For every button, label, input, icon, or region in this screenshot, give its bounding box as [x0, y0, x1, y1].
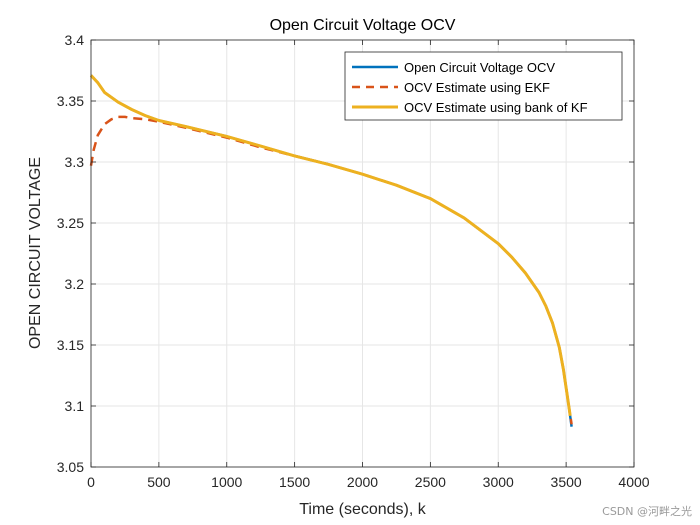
legend-label-2: OCV Estimate using EKF [404, 80, 550, 95]
series-group [89, 74, 573, 427]
x-tick-label: 1500 [279, 474, 310, 490]
x-tick-label: 4000 [618, 474, 649, 490]
y-tick-label: 3.35 [57, 93, 84, 109]
legend: Open Circuit Voltage OCV OCV Estimate usi… [344, 51, 623, 121]
y-tick-label: 3.05 [57, 459, 84, 475]
x-axis-label: Time (seconds), k [299, 501, 427, 518]
x-tick-label: 1000 [211, 474, 242, 490]
x-tick-label: 0 [87, 474, 95, 490]
chart-title: Open Circuit Voltage OCV [270, 17, 456, 34]
x-tick-label: 3500 [551, 474, 582, 490]
y-tick-label: 3.3 [65, 154, 85, 170]
x-tick-label: 2000 [347, 474, 378, 490]
x-tick-label: 500 [147, 474, 171, 490]
x-tick-label: 3000 [483, 474, 514, 490]
x-tick-label: 2500 [415, 474, 446, 490]
y-tick-label: 3.1 [65, 398, 85, 414]
watermark: CSDN @河畔之光 [602, 505, 692, 518]
legend-box [344, 51, 623, 121]
y-axis-label: OPEN CIRCUIT VOLTAGE [27, 157, 44, 349]
y-tick-label: 3.15 [57, 337, 84, 353]
y-tick-label: 3.25 [57, 215, 84, 231]
y-tick-label: 3.4 [65, 32, 85, 48]
series-line-3 [89, 74, 572, 417]
legend-label-3: OCV Estimate using bank of KF [404, 100, 588, 115]
legend-label-1: Open Circuit Voltage OCV [404, 60, 555, 75]
ticks: 0 500 1000 1500 2000 2500 3000 3500 4000 3.05 3.1 3… [57, 32, 650, 490]
y-tick-label: 3.2 [65, 276, 85, 292]
